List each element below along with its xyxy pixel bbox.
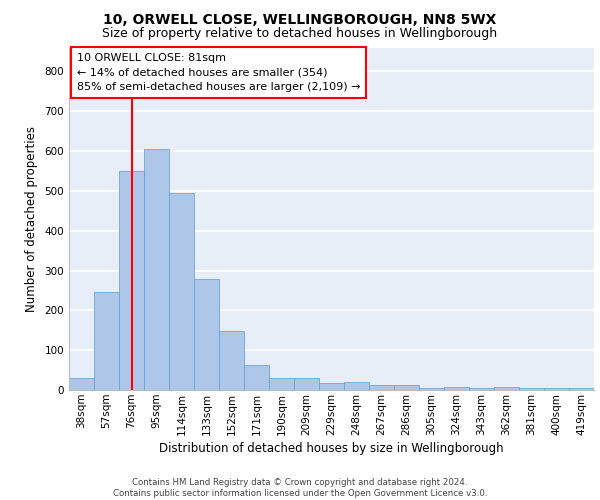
Bar: [269, 378, 294, 390]
Bar: [419, 388, 444, 390]
Bar: [169, 193, 194, 390]
Bar: [119, 171, 144, 390]
Bar: [519, 388, 544, 390]
Bar: [94, 292, 119, 390]
Bar: [319, 383, 344, 390]
Bar: [369, 385, 394, 390]
Bar: [469, 388, 494, 390]
Bar: [194, 280, 219, 390]
Text: Contains HM Land Registry data © Crown copyright and database right 2024.
Contai: Contains HM Land Registry data © Crown c…: [113, 478, 487, 498]
Bar: [569, 388, 594, 390]
Text: 10, ORWELL CLOSE, WELLINGBOROUGH, NN8 5WX: 10, ORWELL CLOSE, WELLINGBOROUGH, NN8 5W…: [103, 12, 497, 26]
Bar: [144, 149, 169, 390]
X-axis label: Distribution of detached houses by size in Wellingborough: Distribution of detached houses by size …: [159, 442, 504, 455]
Bar: [494, 387, 519, 390]
Y-axis label: Number of detached properties: Number of detached properties: [25, 126, 38, 312]
Text: Size of property relative to detached houses in Wellingborough: Size of property relative to detached ho…: [103, 28, 497, 40]
Bar: [544, 388, 569, 390]
Bar: [394, 385, 419, 390]
Text: 10 ORWELL CLOSE: 81sqm
← 14% of detached houses are smaller (354)
85% of semi-de: 10 ORWELL CLOSE: 81sqm ← 14% of detached…: [77, 52, 361, 92]
Bar: [69, 378, 94, 390]
Bar: [219, 331, 244, 390]
Bar: [244, 366, 269, 390]
Bar: [294, 378, 319, 390]
Bar: [444, 387, 469, 390]
Bar: [344, 382, 369, 390]
